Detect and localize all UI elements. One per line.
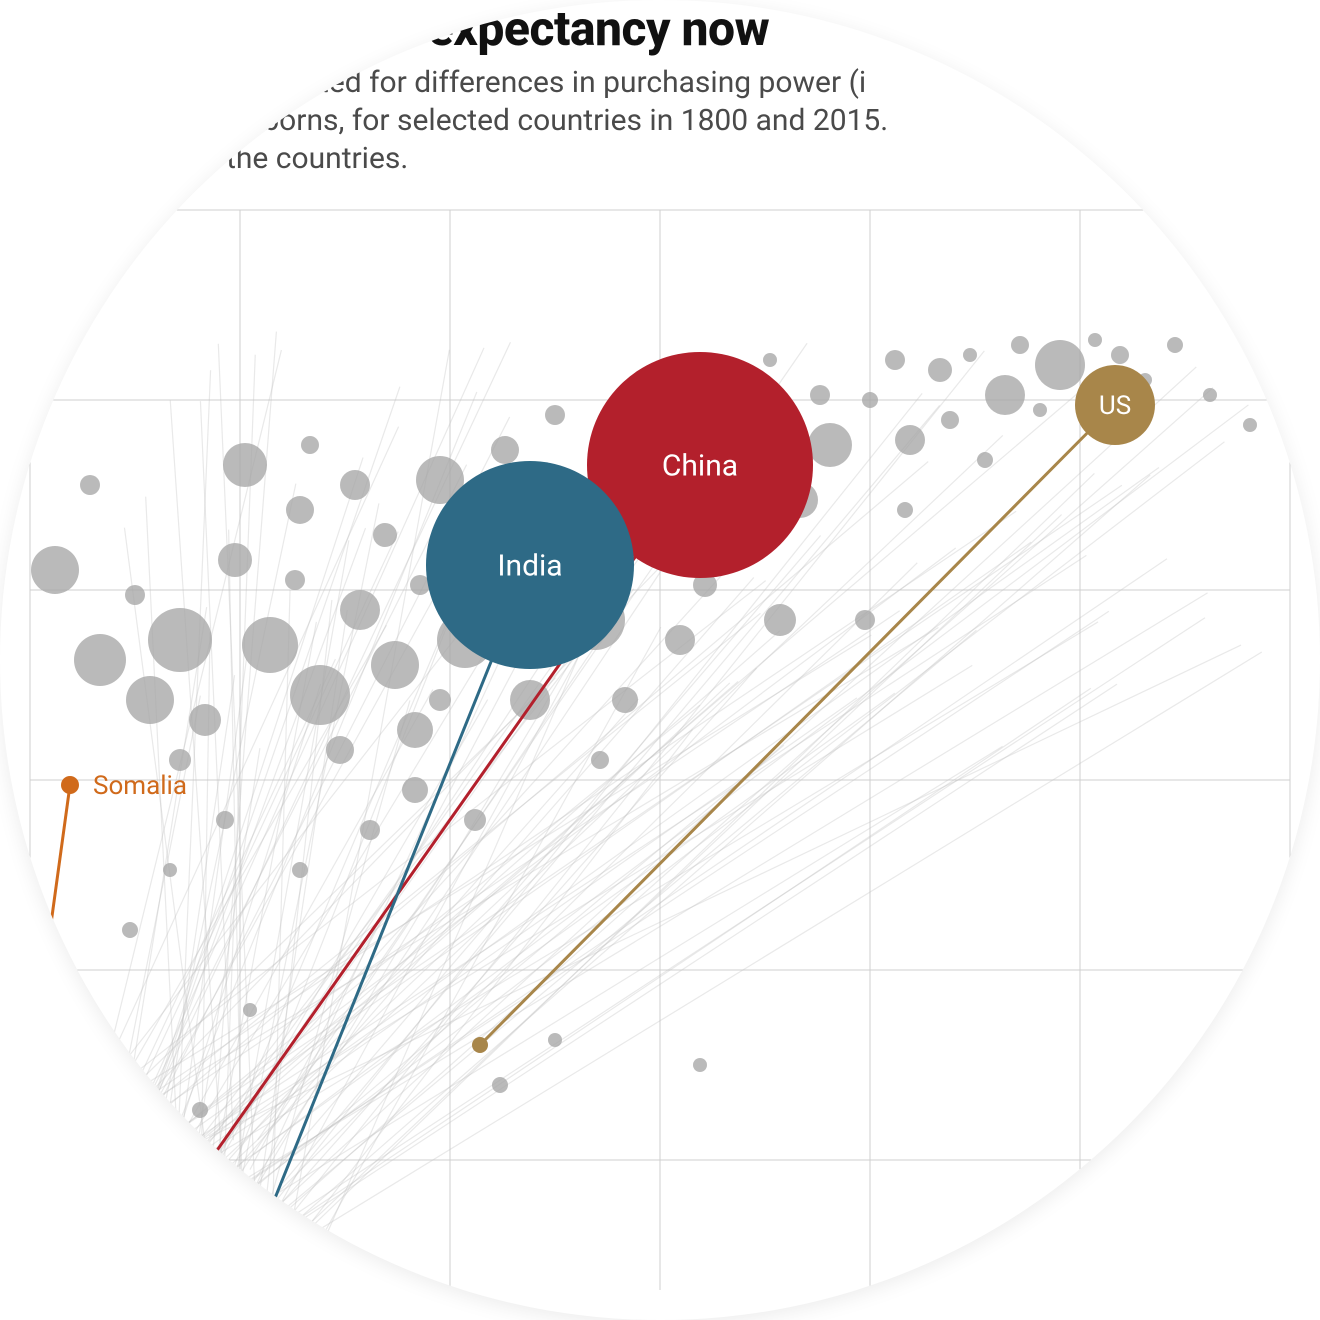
country-dot	[148, 608, 212, 672]
highlight-label-china: China	[662, 449, 738, 484]
country-dot	[125, 585, 145, 605]
country-dot	[122, 922, 138, 938]
country-dot	[808, 423, 852, 467]
country-dot	[1111, 346, 1129, 364]
scatter-chart: China India US Somalia	[0, 0, 1320, 1320]
country-dot	[169, 749, 191, 771]
country-dot	[810, 385, 830, 405]
country-dot	[340, 470, 370, 500]
country-dot	[192, 1102, 208, 1118]
highlight-start-india	[230, 1275, 250, 1295]
country-trail	[86, 613, 761, 1157]
country-dot	[1033, 403, 1047, 417]
country-dot	[764, 604, 796, 636]
country-dot	[862, 392, 878, 408]
country-dot	[402, 777, 428, 803]
country-dot	[1243, 418, 1257, 432]
country-dot	[763, 353, 777, 367]
country-dot	[290, 665, 350, 725]
country-dot	[397, 712, 433, 748]
country-dot	[612, 687, 638, 713]
country-dot	[1167, 337, 1183, 353]
country-trail	[209, 665, 972, 1136]
country-trail	[169, 578, 754, 1247]
country-dot	[895, 425, 925, 455]
country-dot	[548, 1033, 562, 1047]
country-dot	[243, 1003, 257, 1017]
country-dot	[126, 676, 174, 724]
country-dot	[286, 496, 314, 524]
country-dot	[74, 634, 126, 686]
country-dot	[941, 411, 959, 429]
country-dot	[163, 863, 177, 877]
country-dot	[216, 811, 234, 829]
chart-title-fragment: er life expectancy now	[295, 0, 769, 57]
country-dot	[31, 546, 79, 594]
country-dot	[928, 358, 952, 382]
country-dot	[885, 350, 905, 370]
country-dot	[855, 610, 875, 630]
country-dot	[693, 1058, 707, 1072]
country-dot	[371, 641, 419, 689]
country-dot	[1203, 388, 1217, 402]
country-dot	[242, 617, 298, 673]
highlight-start-us	[472, 1037, 488, 1053]
country-dot	[591, 751, 609, 769]
chart-subtitle-line1: son adjusted for differences in purchasi…	[190, 65, 866, 100]
country-dot	[360, 820, 380, 840]
country-dot	[340, 590, 380, 630]
country-dot	[189, 704, 221, 736]
country-trail	[93, 442, 1224, 1310]
chart-subtitle-line2: cy of newborns, for selected countries i…	[135, 103, 888, 138]
country-dot	[301, 436, 319, 454]
country-dot	[491, 436, 519, 464]
highlight-connector-somalia	[20, 785, 70, 1150]
country-dot	[977, 452, 993, 468]
country-trail	[128, 636, 495, 1243]
country-dot	[897, 502, 913, 518]
country-dot	[1011, 336, 1029, 354]
country-dot	[985, 375, 1025, 415]
highlight-bubble-somalia	[61, 776, 79, 794]
country-trail	[187, 645, 1241, 1148]
chart-circular-viewport: er life expectancy now son adjusted for …	[0, 0, 1320, 1320]
highlight-start-china	[162, 1197, 188, 1223]
country-dot	[292, 862, 308, 878]
country-dot	[80, 475, 100, 495]
country-dot	[963, 348, 977, 362]
country-trail	[296, 684, 1117, 1223]
country-dot	[464, 809, 486, 831]
chart-subtitle-line3: on of the countries.	[150, 141, 408, 176]
highlight-label-somalia: Somalia	[93, 771, 187, 801]
country-dot	[143, 1173, 157, 1187]
highlight-label-india: India	[497, 549, 562, 584]
country-dot	[1088, 333, 1102, 347]
country-dot	[326, 736, 354, 764]
country-dot	[373, 523, 397, 547]
highlight-start-somalia	[14, 1144, 26, 1156]
country-dot	[218, 543, 252, 577]
country-dot	[223, 443, 267, 487]
highlight-label-us: US	[1099, 391, 1131, 421]
country-dot	[492, 1077, 508, 1093]
country-dot	[665, 625, 695, 655]
country-dot	[285, 570, 305, 590]
country-dot	[429, 689, 451, 711]
country-dot	[545, 405, 565, 425]
country-dot	[1035, 340, 1085, 390]
